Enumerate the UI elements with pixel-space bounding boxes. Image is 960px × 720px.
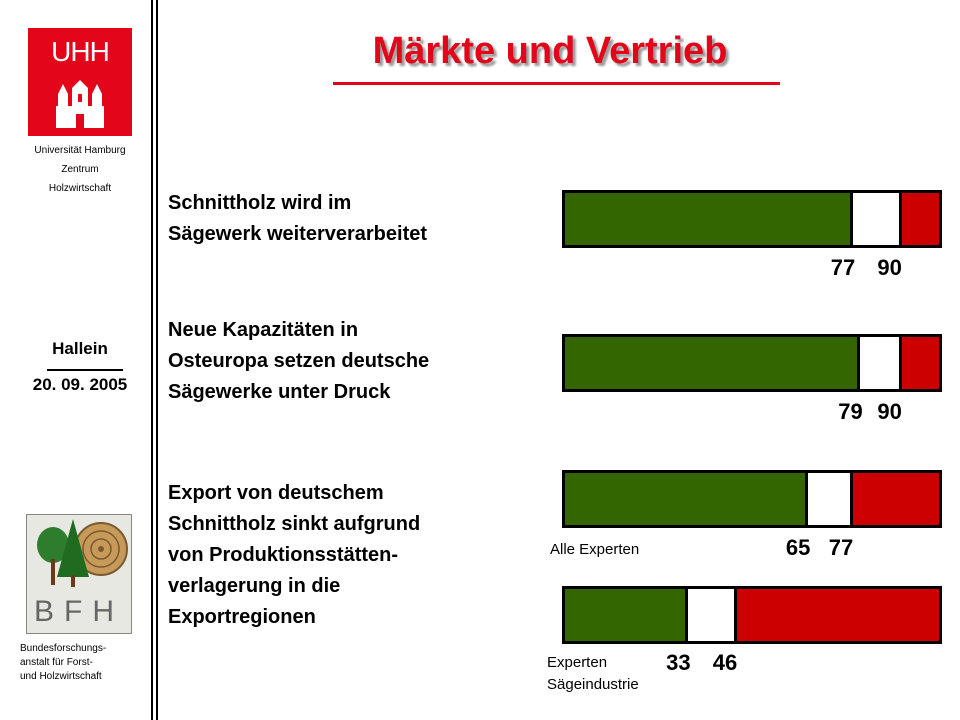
statement-2: Neue Kapazitäten in Osteuropa setzen deu…: [168, 319, 430, 403]
page-title: Märkte und Vertrieb: [372, 30, 728, 72]
event-date: 20. 09. 2005: [32, 375, 128, 394]
group-label: Experten Sägeindustrie: [547, 654, 639, 693]
data-label: 90: [877, 399, 902, 424]
data-label: 77: [828, 535, 854, 560]
institute-line: Bundesforschungs-: [20, 643, 107, 654]
title-underline: [333, 82, 780, 85]
institute-name: Bundesforschungs- anstalt für Forst- und…: [20, 642, 150, 684]
bar-segment-agree: [565, 337, 861, 389]
bfh-logo-text: BFH: [34, 595, 124, 628]
bar-segment-neutral: [808, 473, 853, 525]
bar-segment-neutral: [688, 589, 738, 641]
bar-segment-agree: [565, 193, 853, 245]
bfh-logo: BFH: [26, 514, 132, 634]
university-name: Universität Hamburg Zentrum Holzwirtscha…: [0, 141, 160, 198]
trees-icon: [37, 519, 128, 587]
uhh-logo-text: UHH: [51, 36, 110, 67]
bar-segment-neutral: [852, 193, 902, 245]
bar-segment-disagree: [852, 473, 939, 525]
university-line: Zentrum: [61, 164, 99, 175]
bar-segment-disagree: [901, 193, 939, 245]
data-label: 77: [830, 255, 856, 280]
divider: [47, 369, 123, 371]
event-place: Hallein: [52, 339, 108, 358]
data-label: 46: [712, 650, 738, 675]
university-line: Universität Hamburg: [34, 145, 126, 156]
bar-segment-agree: [565, 473, 809, 525]
stacked-bar: [562, 334, 942, 392]
university-line: Holzwirtschaft: [48, 183, 112, 194]
data-label: 90: [877, 255, 902, 280]
uhh-logo: UHH: [28, 28, 132, 136]
sidebar-divider: [156, 0, 158, 720]
castle-icon: [56, 80, 104, 128]
sidebar-divider: [151, 0, 153, 720]
bar-segment-agree: [565, 589, 689, 641]
institute-line: und Holzwirtschaft: [20, 671, 102, 682]
data-label: 79: [838, 399, 863, 424]
data-label: 65: [785, 535, 811, 560]
statement-3: Export von deutschem Schnittholz sinkt a…: [168, 482, 421, 628]
institute-line: anstalt für Forst-: [20, 657, 93, 668]
sidebar: UHH Universität Hamburg Zentrum Holzwirt…: [0, 0, 150, 720]
stacked-bar: [562, 586, 942, 644]
bar-segment-neutral: [860, 337, 902, 389]
statement-1: Schnittholz wird im Sägewerk weiterverar…: [168, 192, 428, 245]
stacked-bar: [562, 190, 942, 248]
bar-segment-disagree: [901, 337, 939, 389]
bar-segment-disagree: [737, 589, 939, 641]
stacked-bar: [562, 470, 942, 528]
data-label: 33: [666, 650, 691, 675]
group-label: Alle Experten: [550, 541, 640, 558]
